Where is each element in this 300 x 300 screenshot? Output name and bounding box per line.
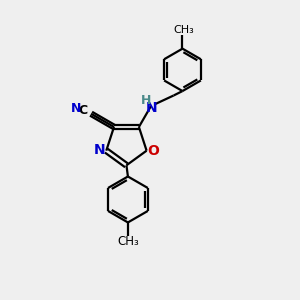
Text: C: C <box>79 104 88 117</box>
Text: N: N <box>146 100 158 115</box>
Text: N: N <box>94 143 106 157</box>
Text: H: H <box>140 94 151 107</box>
Text: CH₃: CH₃ <box>117 235 139 248</box>
Text: N: N <box>71 102 82 115</box>
Text: CH₃: CH₃ <box>173 25 194 34</box>
Text: O: O <box>147 144 159 158</box>
